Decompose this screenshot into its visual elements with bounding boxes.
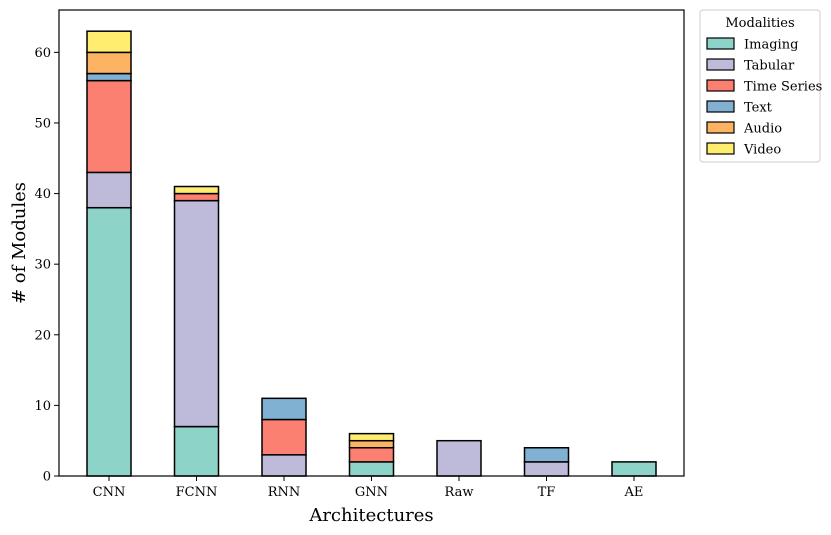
legend-swatch [706,58,735,71]
y-axis: 0 10 20 30 40 50 60 [34,46,59,485]
bar-segment-raw-tabular [436,439,482,477]
y-tick-label: 10 [34,399,51,414]
bar-segment-rnn-text [261,397,307,421]
legend-label: Text [744,101,773,116]
y-tick-label: 50 [34,116,51,131]
bar-segment-gnn-imaging [348,461,395,477]
y-axis-title: # of Modules [9,182,30,304]
x-axis-title: Architectures [308,505,433,526]
bar-segment-fcnn-video [173,185,220,195]
y-tick-label: 0 [43,470,51,485]
x-axis: CNN FCNN RNN GNN Raw TF AE [93,476,644,500]
legend-items: Imaging Tabular Time Series Text Audio Video [706,37,822,158]
legend-label: Audio [743,122,782,137]
plot-frame [58,9,685,477]
bar-segment-cnn-audio [86,51,132,75]
bar-segment-cnn-video [86,30,132,54]
y-tick-label: 20 [34,328,51,343]
legend-swatch [706,37,735,50]
x-tick-label: Raw [445,485,474,500]
y-tick-label: 60 [34,46,51,61]
bar-segment-fcnn-imaging [173,425,220,477]
legend-swatch [706,79,735,92]
bar-segment-gnn-time-series [348,447,395,463]
legend-label: Tabular [744,59,795,74]
legend-swatch [706,121,735,134]
bar-segment-ae-imaging [611,461,657,477]
bars-group [86,30,657,477]
bar-segment-cnn-tabular [86,171,132,209]
y-tick-label: 30 [34,258,51,273]
bar-segment-cnn-text [86,72,132,82]
legend: Modalities Imaging Tabular Time Series Text… [699,9,822,163]
bar-segment-tf-text [523,447,570,463]
x-tick-label: GNN [355,485,388,500]
bar-segment-cnn-imaging [86,206,132,477]
x-tick-label: TF [538,485,556,500]
bar-segment-gnn-video [348,432,395,442]
x-tick-label: RNN [268,485,301,500]
x-tick-label: AE [624,485,644,500]
bar-segment-rnn-tabular [261,454,307,477]
legend-label: Video [743,143,781,158]
bar-segment-fcnn-tabular [173,199,220,428]
bar-segment-fcnn-time-series [173,192,220,202]
legend-swatch [706,100,735,113]
y-tick-label: 40 [34,187,51,202]
bar-segment-rnn-time-series [261,418,307,456]
bar-segment-tf-tabular [523,461,570,477]
legend-swatch [706,142,735,155]
legend-title: Modalities [725,16,794,31]
bar-segment-gnn-audio [348,439,395,449]
bar-segment-cnn-time-series [86,79,132,174]
legend-label: Imaging [744,38,798,53]
x-tick-label: FCNN [176,485,218,500]
legend-label: Time Series [744,80,822,95]
x-tick-label: CNN [93,485,126,500]
